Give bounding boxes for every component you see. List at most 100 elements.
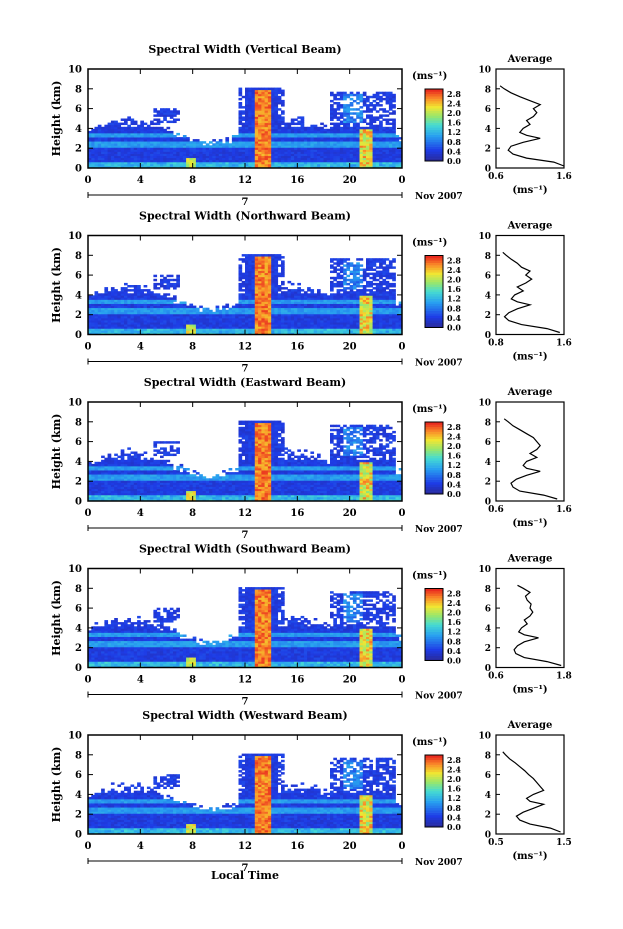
heatmap-cell (326, 309, 331, 313)
heatmap-cell (297, 328, 301, 331)
heatmap-cell (91, 165, 95, 169)
heatmap-cell (366, 311, 370, 315)
heatmap-cell (127, 293, 131, 296)
heatmap-cell (320, 313, 324, 317)
heatmap-cell (372, 332, 377, 335)
heatmap-cell (271, 99, 275, 103)
heatmap-cell (258, 305, 262, 309)
heatmap-cell (248, 301, 252, 304)
heatmap-cell (91, 135, 95, 138)
heatmap-cell (313, 309, 318, 313)
heatmap-cell (290, 147, 295, 150)
heatmap-cell (375, 322, 380, 325)
heatmap-cell (101, 468, 105, 471)
heatmap-cell (140, 318, 144, 321)
heatmap-cell (277, 91, 282, 95)
heatmap-cell (359, 258, 364, 261)
heatmap-cell (346, 157, 351, 161)
colorbar-unit: (ms⁻¹) (412, 238, 447, 249)
heatmap-cell (294, 130, 298, 134)
heatmap-cell (392, 141, 396, 144)
heatmap-cell (146, 145, 151, 148)
colorbar-tick-label: 2.8 (447, 89, 461, 99)
heatmap-cell (251, 328, 256, 331)
heatmap-cell (294, 301, 298, 304)
heatmap-cell (176, 157, 180, 161)
heatmap-cell (392, 318, 396, 321)
heatmap-cell (156, 120, 161, 124)
heatmap-cell (326, 307, 331, 311)
heatmap-cell (274, 330, 279, 333)
heatmap-cell (290, 151, 295, 154)
heatmap-cell (392, 122, 396, 126)
heatmap-cell (97, 318, 102, 321)
heatmap-cell (258, 118, 262, 121)
heatmap-cell (379, 264, 383, 267)
heatmap-cell (258, 254, 262, 257)
heatmap-cell (352, 278, 357, 282)
heatmap-cell (346, 137, 351, 140)
heatmap-cell (290, 295, 295, 298)
heatmap-cell (156, 287, 161, 290)
heatmap-cell (284, 157, 288, 161)
heatmap-cell (284, 126, 288, 130)
heatmap-cell (245, 120, 249, 124)
heatmap-cell (202, 151, 207, 154)
heatmap-cell (333, 295, 337, 298)
profile-frame (495, 68, 565, 169)
heatmap-cell (133, 322, 138, 325)
heatmap-cell (287, 159, 292, 163)
heatmap-cell (91, 478, 95, 481)
heatmap-cell (101, 159, 105, 163)
heatmap-cell (91, 299, 95, 302)
heatmap-cell (258, 122, 262, 126)
heatmap-cell (375, 324, 380, 327)
heatmap-cell (271, 145, 275, 148)
heatmap-cell (231, 137, 236, 140)
heatmap-cell (124, 130, 128, 134)
heatmap-cell (294, 330, 298, 333)
heatmap-cell (140, 303, 144, 307)
heatmap-cell (359, 311, 364, 315)
heatmap-cell (333, 330, 337, 333)
heatmap-cell (146, 157, 151, 161)
heatmap-cell (375, 130, 380, 134)
heatmap-cell (182, 305, 187, 309)
heatmap-cell (241, 145, 246, 148)
heatmap-cell (388, 282, 393, 286)
heatmap (88, 87, 403, 169)
heatmap-cell (215, 163, 220, 167)
heatmap-cell (369, 143, 373, 146)
heatmap-cell (300, 332, 305, 335)
heatmap-cell (323, 157, 328, 161)
heatmap-cell (320, 153, 324, 157)
heatmap-cell (264, 120, 269, 124)
heatmap-cell (369, 318, 373, 321)
heatmap-cell (372, 104, 377, 107)
heatmap-cell (330, 132, 334, 136)
heatmap-cell (153, 328, 158, 331)
heatmap-cell (160, 315, 164, 319)
heatmap-cell (349, 293, 354, 296)
heatmap-cell (225, 143, 230, 146)
heatmap-cell (267, 315, 272, 319)
heatmap-cell (343, 276, 347, 280)
heatmap-cell (297, 137, 301, 140)
heatmap-cell (372, 99, 377, 103)
colorbar-segment (425, 98, 443, 102)
heatmap-cell (97, 490, 102, 494)
heatmap-cell (150, 313, 154, 317)
heatmap-cell (339, 318, 344, 321)
heatmap-cell (163, 153, 167, 157)
heatmap-cell (349, 130, 354, 134)
heatmap-cell (238, 153, 243, 157)
heatmap-cell (176, 139, 180, 142)
heatmap-cell (290, 293, 295, 296)
heatmap-cell (225, 315, 230, 319)
heatmap-cell (176, 305, 180, 309)
heatmap-cell (352, 274, 357, 278)
colorbar-tick-label: 2.8 (447, 255, 461, 265)
heatmap-cell (192, 139, 197, 142)
heatmap-cell (225, 159, 230, 163)
heatmap-cell (336, 276, 341, 280)
